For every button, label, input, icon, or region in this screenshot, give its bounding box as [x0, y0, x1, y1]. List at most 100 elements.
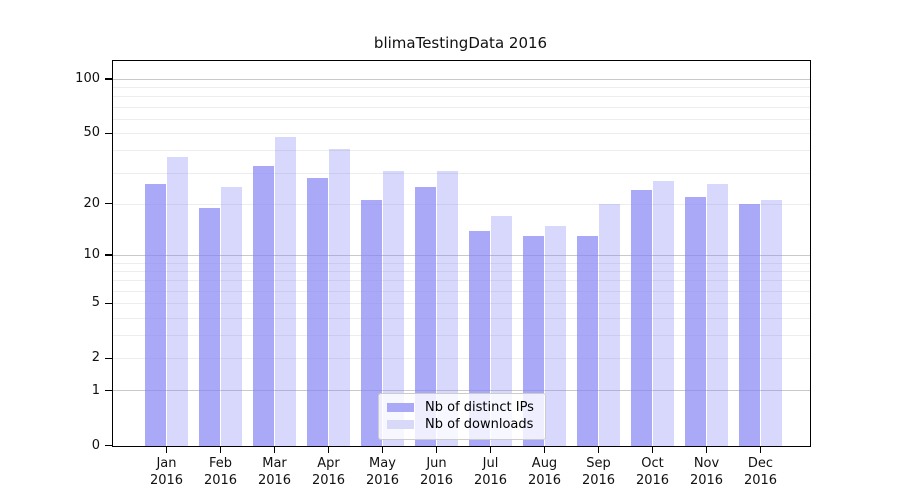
gridline-minor	[113, 133, 810, 134]
x-tick-label: Jan 2016	[139, 455, 195, 489]
gridline-minor	[113, 150, 810, 152]
gridline-minor	[113, 86, 810, 88]
x-tick-label-year: 2016	[311, 473, 346, 488]
x-tick-label-year: 2016	[149, 473, 184, 488]
y-tick-mark	[105, 254, 112, 256]
x-tick-label: Jul 2016	[463, 455, 519, 489]
bar-downloads-mar	[274, 136, 296, 446]
bar-distinct-ips-apr	[306, 178, 328, 446]
gridline-minor	[113, 96, 810, 98]
y-tick-label: 20	[83, 195, 100, 211]
bar-distinct-ips-may	[360, 200, 382, 446]
x-tick-label: Mar 2016	[247, 455, 303, 489]
bar-distinct-ips-jan	[144, 184, 166, 446]
x-tick-mark	[273, 446, 276, 453]
bar-distinct-ips-jun	[414, 187, 436, 446]
legend-box: Nb of distinct IPs Nb of downloads	[378, 393, 546, 440]
x-tick-label-year: 2016	[581, 473, 616, 488]
x-tick-label: Nov 2016	[679, 455, 735, 489]
x-tick-label-year: 2016	[689, 473, 724, 488]
x-tick-label-month: May	[369, 456, 396, 471]
gridline-minor	[113, 106, 810, 108]
x-tick-label-month: Oct	[641, 456, 664, 471]
x-tick-mark	[327, 446, 330, 453]
bar-downloads-aug	[544, 225, 566, 446]
bar-downloads-nov	[706, 184, 728, 446]
gridline-minor	[113, 262, 810, 264]
gridline-minor	[113, 335, 810, 337]
x-tick-mark	[651, 446, 654, 453]
x-tick-mark	[489, 446, 492, 453]
x-tick-mark	[705, 446, 708, 453]
bar-distinct-ips-jul	[468, 230, 490, 446]
y-tick-mark	[105, 203, 112, 205]
bar-downloads-oct	[652, 181, 674, 446]
gridline-major	[113, 78, 810, 80]
bar-distinct-ips-dec	[738, 204, 760, 446]
bar-distinct-ips-feb	[198, 207, 220, 446]
legend-item-downloads: Nb of downloads	[387, 416, 537, 433]
x-tick-label: Jun 2016	[409, 455, 465, 489]
x-tick-label-month: Dec	[747, 456, 774, 471]
x-tick-label-month: Jun	[426, 456, 447, 471]
x-tick-label-month: Nov	[693, 456, 720, 471]
x-tick-mark	[381, 446, 384, 453]
gridline-minor	[113, 172, 810, 174]
gridline-minor	[113, 303, 810, 305]
x-tick-label: Sep 2016	[571, 455, 627, 489]
x-tick-label-month: Jul	[482, 456, 499, 471]
y-tick-label: 10	[83, 247, 100, 263]
gridline-minor	[113, 203, 810, 205]
x-tick-label-month: Mar	[262, 456, 287, 471]
bar-downloads-jun	[436, 170, 458, 446]
x-tick-label: Oct 2016	[625, 455, 681, 489]
x-tick-mark	[759, 446, 762, 453]
bar-distinct-ips-oct	[630, 190, 652, 446]
bar-downloads-dec	[760, 200, 782, 446]
x-tick-label: May 2016	[355, 455, 411, 489]
y-tick-label: 2	[91, 350, 100, 366]
bar-distinct-ips-mar	[252, 165, 274, 446]
gridline-minor	[113, 280, 810, 282]
legend-label-distinct-ips: Nb of distinct IPs	[425, 400, 534, 415]
x-tick-mark	[165, 446, 168, 453]
x-tick-label: Feb 2016	[193, 455, 249, 489]
y-tick-mark	[105, 78, 112, 80]
x-tick-label-month: Apr	[317, 456, 340, 471]
bar-downloads-jul	[490, 216, 512, 446]
y-tick-mark	[105, 302, 112, 305]
x-tick-label-month: Jan	[156, 456, 177, 471]
x-tick-label-month: Feb	[208, 456, 233, 471]
gridline-minor	[113, 290, 810, 292]
x-tick-mark	[597, 446, 600, 453]
y-tick-mark	[105, 357, 112, 360]
y-tick-label: 0	[91, 437, 100, 453]
gridline-major	[113, 254, 810, 256]
x-tick-label-year: 2016	[419, 473, 454, 488]
x-tick-label-year: 2016	[527, 473, 562, 488]
y-tick-mark	[105, 132, 112, 134]
plot-area: Nb of distinct IPs Nb of downloads	[112, 60, 811, 447]
x-tick-label-year: 2016	[365, 473, 400, 488]
bar-downloads-apr	[328, 148, 350, 446]
legend-label-downloads: Nb of downloads	[425, 417, 534, 432]
y-tick-label: 100	[75, 70, 100, 86]
x-tick-label: Apr 2016	[301, 455, 357, 489]
legend-swatch-downloads	[387, 420, 414, 429]
bar-distinct-ips-nov	[684, 196, 706, 446]
chart-title: blimaTestingData 2016	[373, 34, 548, 52]
x-tick-label-month: Sep	[586, 456, 611, 471]
legend-swatch-distinct-ips	[387, 403, 414, 412]
x-tick-label-year: 2016	[257, 473, 292, 488]
gridline-major	[113, 390, 810, 392]
bar-downloads-may	[382, 170, 404, 446]
x-tick-mark	[543, 446, 546, 453]
gridline-minor	[113, 118, 810, 120]
y-tick-mark	[105, 389, 112, 392]
bar-downloads-jan	[166, 156, 188, 446]
bar-distinct-ips-sep	[576, 236, 598, 446]
bar-downloads-sep	[598, 204, 620, 446]
y-tick-mark	[105, 445, 112, 447]
legend-item-distinct-ips: Nb of distinct IPs	[387, 399, 537, 416]
